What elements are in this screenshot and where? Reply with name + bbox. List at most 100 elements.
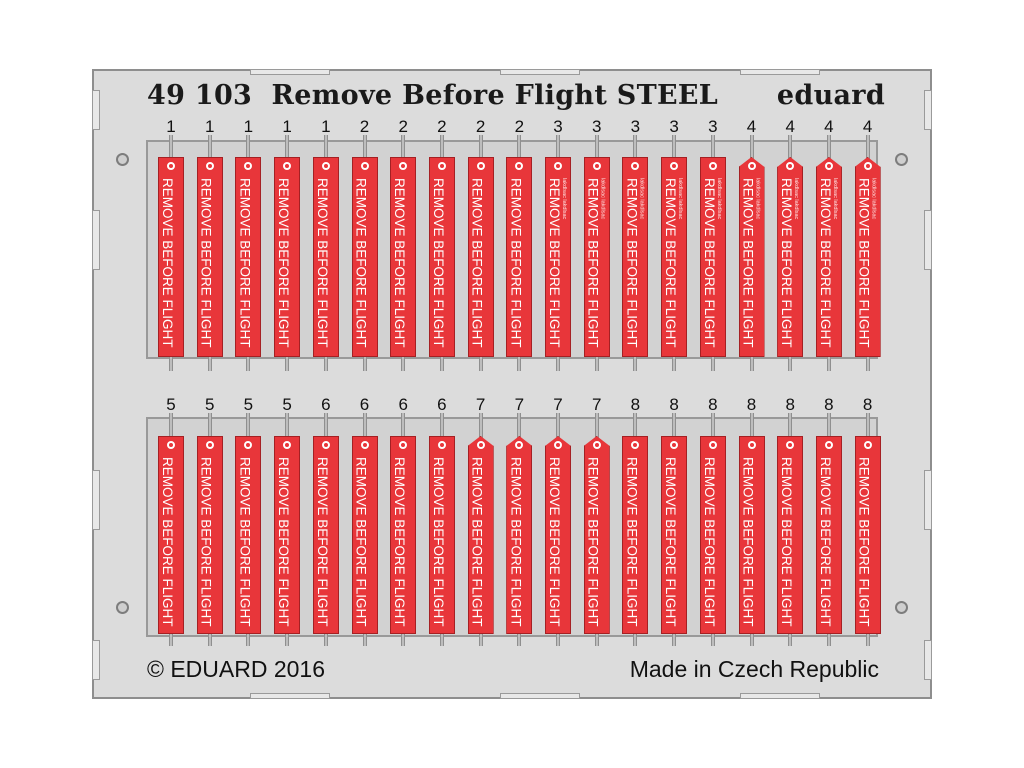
remove-before-flight-tag: REMOVE BEFORE FLIGHT lakdlsac lakdlsac bbox=[661, 157, 688, 357]
remove-before-flight-tag: REMOVE BEFORE FLIGHT lakdlsac lakdlsac bbox=[738, 157, 765, 357]
tag-grommet bbox=[283, 441, 292, 449]
tag-text: REMOVE BEFORE FLIGHT bbox=[314, 178, 330, 348]
remove-before-flight-tag: REMOVE BEFORE FLIGHT bbox=[506, 436, 533, 634]
fret-edge-tab bbox=[92, 640, 100, 680]
tag-number-label: 4 bbox=[824, 117, 834, 136]
tag-grommet bbox=[321, 162, 330, 170]
tag-number-label: 8 bbox=[669, 395, 679, 414]
tag-grommet bbox=[399, 162, 408, 170]
tag-number-label: 1 bbox=[166, 117, 176, 136]
tag-small-print: lakdlsac lakdlsac bbox=[599, 178, 606, 220]
tag-grommet bbox=[863, 162, 872, 170]
tag-text: REMOVE BEFORE FLIGHT bbox=[198, 178, 214, 348]
tag-grommet bbox=[167, 162, 175, 170]
tag-text: REMOVE BEFORE FLIGHT bbox=[547, 457, 562, 627]
fret-edge-tab bbox=[924, 90, 932, 130]
remove-before-flight-tag: REMOVE BEFORE FLIGHT bbox=[274, 436, 301, 634]
remove-before-flight-tag: REMOVE BEFORE FLIGHT bbox=[158, 436, 184, 634]
tag-grommet bbox=[747, 441, 756, 449]
tag-grommet bbox=[244, 162, 253, 170]
tag-text: REMOVE BEFORE FLIGHT bbox=[160, 457, 175, 627]
tag-number-label: 2 bbox=[437, 117, 447, 136]
remove-before-flight-tag: REMOVE BEFORE FLIGHT bbox=[428, 157, 455, 357]
fret-edge-tab bbox=[500, 693, 580, 699]
remove-before-flight-tag: REMOVE BEFORE FLIGHT bbox=[777, 436, 804, 634]
tag-text: REMOVE BEFORE FLIGHT bbox=[585, 178, 601, 348]
remove-before-flight-tag: REMOVE BEFORE FLIGHT lakdlsac lakdlsac bbox=[622, 157, 649, 357]
tag-text: REMOVE BEFORE FLIGHT bbox=[314, 457, 330, 627]
mounting-hole bbox=[116, 153, 129, 166]
product-title: 49 103 Remove Before Flight STEEL eduard bbox=[147, 80, 887, 111]
tag-number-label: 6 bbox=[437, 395, 447, 414]
tag-grommet bbox=[321, 441, 330, 449]
tag-grommet bbox=[747, 162, 756, 170]
remove-before-flight-tag: REMOVE BEFORE FLIGHT lakdlsac lakdlsac bbox=[815, 157, 842, 357]
remove-before-flight-tag: REMOVE BEFORE FLIGHT bbox=[196, 436, 223, 634]
tag-grommet bbox=[515, 441, 524, 449]
tag-grommet bbox=[592, 162, 601, 170]
tag-number-label: 2 bbox=[475, 117, 486, 136]
tag-number-label: 4 bbox=[746, 117, 757, 136]
tag-grommet bbox=[708, 162, 717, 170]
tag-small-print: lakdlsac lakdlsac bbox=[677, 178, 684, 220]
tag-number-label: 4 bbox=[785, 117, 795, 136]
tag-grommet bbox=[786, 441, 795, 449]
tag-number-label: 3 bbox=[591, 117, 602, 136]
tag-small-print: lakdlsac lakdlsac bbox=[870, 178, 877, 220]
remove-before-flight-tag: REMOVE BEFORE FLIGHT bbox=[545, 436, 571, 634]
remove-before-flight-tag: REMOVE BEFORE FLIGHT bbox=[428, 436, 455, 634]
tag-text: REMOVE BEFORE FLIGHT bbox=[585, 457, 601, 627]
tag-text: REMOVE BEFORE FLIGHT bbox=[469, 457, 485, 627]
fret-edge-tab bbox=[924, 640, 932, 680]
remove-before-flight-tag: REMOVE BEFORE FLIGHT lakdlsac lakdlsac bbox=[545, 157, 571, 357]
remove-before-flight-tag: REMOVE BEFORE FLIGHT lakdlsac lakdlsac bbox=[777, 157, 804, 357]
tag-grommet bbox=[515, 162, 524, 170]
remove-before-flight-tag: REMOVE BEFORE FLIGHT bbox=[622, 436, 649, 634]
tag-text: REMOVE BEFORE FLIGHT bbox=[353, 457, 369, 627]
tag-text: REMOVE BEFORE FLIGHT bbox=[740, 178, 756, 348]
tag-text: REMOVE BEFORE FLIGHT bbox=[237, 178, 253, 348]
tag-text: REMOVE BEFORE FLIGHT bbox=[353, 178, 369, 348]
tag-number-label: 2 bbox=[514, 117, 525, 136]
tag-grommet bbox=[592, 441, 601, 449]
remove-before-flight-tag: REMOVE BEFORE FLIGHT lakdlsac lakdlsac bbox=[583, 157, 610, 357]
tag-text: REMOVE BEFORE FLIGHT bbox=[392, 178, 408, 348]
fret-edge-tab bbox=[250, 693, 330, 699]
tag-grommet bbox=[863, 441, 872, 449]
remove-before-flight-tag: REMOVE BEFORE FLIGHT bbox=[815, 436, 842, 634]
remove-before-flight-tag: REMOVE BEFORE FLIGHT bbox=[467, 436, 494, 634]
tag-text: REMOVE BEFORE FLIGHT bbox=[624, 178, 640, 348]
tag-number-label: 6 bbox=[398, 395, 408, 414]
tag-number-label: 8 bbox=[862, 395, 873, 414]
tag-grommet bbox=[554, 162, 562, 170]
tag-text: REMOVE BEFORE FLIGHT bbox=[740, 457, 756, 627]
tag-number-label: 7 bbox=[591, 395, 602, 414]
tag-grommet bbox=[244, 441, 253, 449]
tag-number-label: 2 bbox=[398, 117, 408, 136]
tag-grommet bbox=[824, 162, 833, 170]
tag-grommet bbox=[360, 162, 369, 170]
tag-text: REMOVE BEFORE FLIGHT bbox=[392, 457, 408, 627]
tag-number-label: 5 bbox=[204, 395, 215, 414]
remove-before-flight-tag: REMOVE BEFORE FLIGHT bbox=[312, 157, 339, 357]
tag-text: REMOVE BEFORE FLIGHT bbox=[817, 457, 833, 627]
remove-before-flight-tag: REMOVE BEFORE FLIGHT bbox=[699, 436, 726, 634]
tag-grommet bbox=[205, 441, 214, 449]
tag-text: REMOVE BEFORE FLIGHT bbox=[430, 178, 446, 348]
remove-before-flight-tag: REMOVE BEFORE FLIGHT bbox=[506, 157, 533, 357]
tag-grommet bbox=[786, 162, 795, 170]
tag-number-label: 2 bbox=[359, 117, 370, 136]
tag-text: REMOVE BEFORE FLIGHT bbox=[469, 178, 485, 348]
tag-grommet bbox=[399, 441, 408, 449]
tag-number-label: 5 bbox=[282, 395, 292, 414]
tag-grommet bbox=[824, 441, 833, 449]
tag-grommet bbox=[476, 441, 485, 449]
fret-edge-tab bbox=[740, 693, 820, 699]
remove-before-flight-tag: REMOVE BEFORE FLIGHT bbox=[467, 157, 494, 357]
tag-number-label: 7 bbox=[514, 395, 525, 414]
product-number: 49 103 bbox=[147, 80, 253, 111]
tag-text: REMOVE BEFORE FLIGHT bbox=[547, 178, 562, 348]
fret-edge-tab bbox=[92, 210, 100, 270]
remove-before-flight-tag: REMOVE BEFORE FLIGHT bbox=[235, 436, 262, 634]
tag-text: REMOVE BEFORE FLIGHT bbox=[198, 457, 214, 627]
